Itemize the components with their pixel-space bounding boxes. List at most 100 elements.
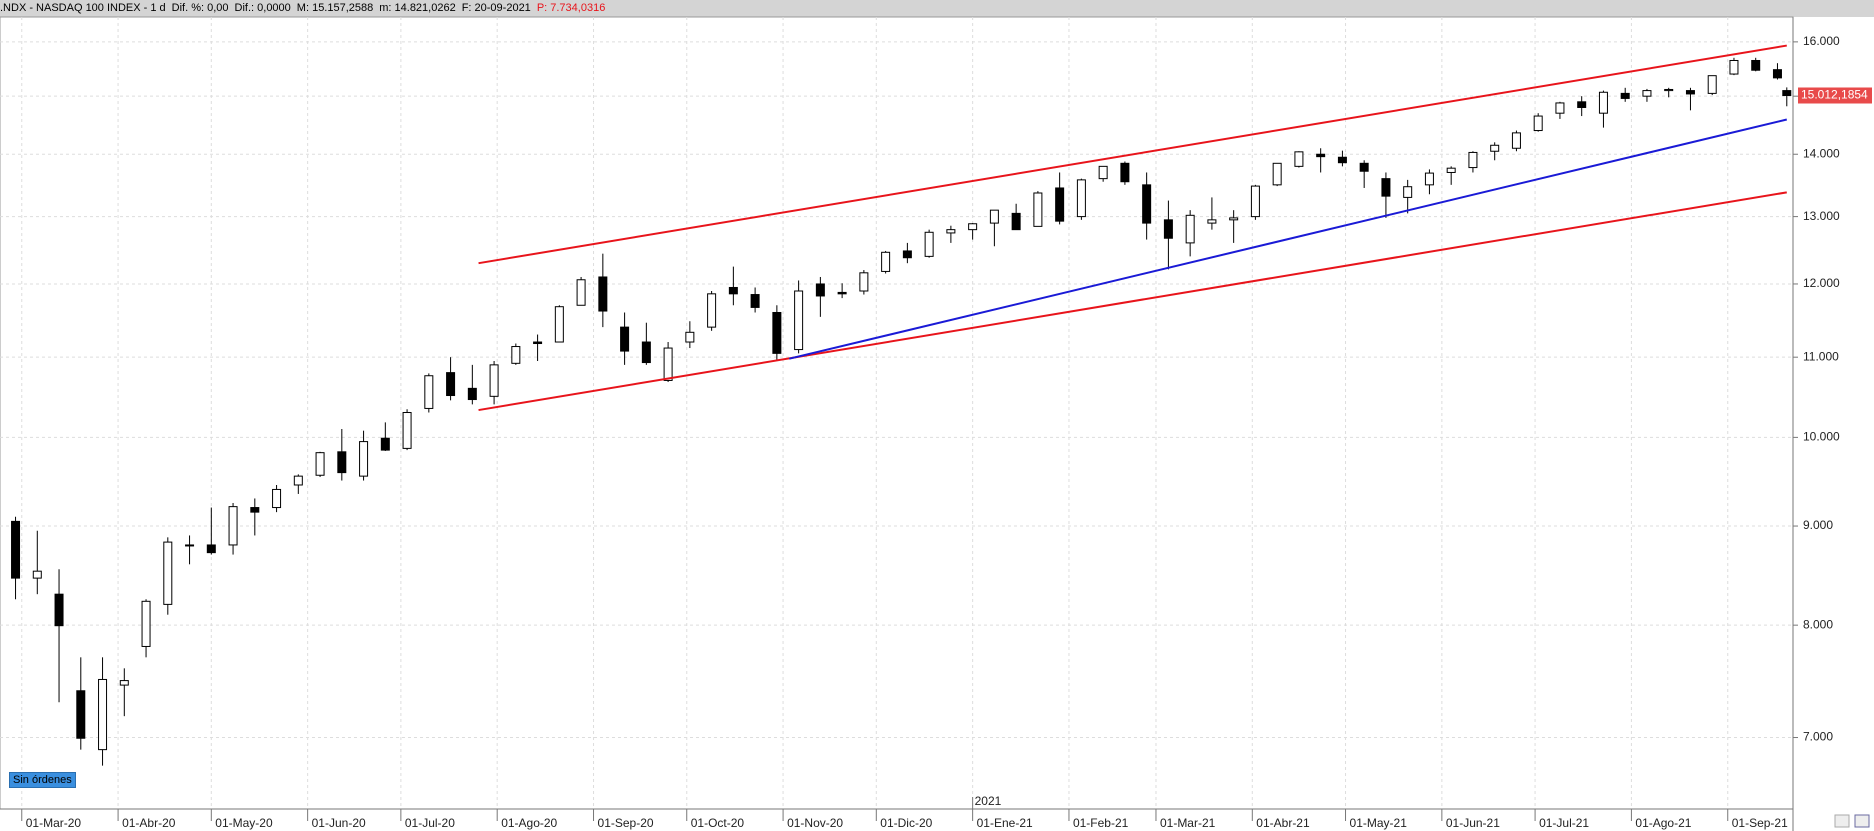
high: M: 15.157,2588 — [296, 2, 374, 14]
header-bar: .NDX - NASDAQ 100 INDEX - 1 d Dif. %: 0,0… — [0, 0, 1874, 17]
candle-body — [337, 451, 347, 474]
candle-body — [424, 375, 434, 409]
trend-line — [789, 118, 1788, 360]
candle-body — [511, 346, 521, 364]
candle-body — [1620, 92, 1630, 99]
candle-body — [576, 279, 586, 306]
candle-body — [1055, 187, 1065, 222]
candle-body — [1707, 75, 1717, 94]
candle-body — [1076, 179, 1086, 218]
candle-body — [119, 680, 129, 686]
candle-body — [1772, 69, 1782, 79]
candle-body — [1337, 156, 1347, 164]
candle-body — [794, 290, 804, 351]
candle-body — [1185, 214, 1195, 244]
change-pct: Dif. %: 0,00 — [171, 2, 229, 14]
x-tick-label: 01-May-20 — [215, 816, 273, 830]
y-tick-label: 14.000 — [1803, 146, 1840, 160]
orders-button[interactable]: Sin órdenes — [9, 772, 76, 788]
y-tick-label: 16.000 — [1803, 34, 1840, 48]
x-tick-label: 01-Dic-20 — [880, 816, 932, 830]
candle-body — [1642, 90, 1652, 97]
candle-body — [489, 364, 499, 397]
candle-body — [1359, 162, 1369, 172]
candle-body — [467, 387, 477, 401]
y-tick-label: 11.000 — [1803, 349, 1839, 363]
candle-body — [1229, 217, 1239, 221]
candle-body — [380, 437, 390, 451]
y-tick-label: 7.000 — [1803, 730, 1833, 744]
candle-body — [1033, 192, 1043, 227]
change: Dif.: 0,0000 — [234, 2, 291, 14]
candle-body — [1316, 153, 1326, 158]
x-tick-label: 01-Abr-21 — [1256, 816, 1310, 830]
candle-body — [228, 506, 238, 546]
corner-icon[interactable] — [1854, 814, 1870, 828]
candle-body — [1163, 219, 1173, 239]
trend-line — [478, 191, 1787, 412]
candle-body — [250, 507, 260, 513]
y-tick-label: 13.000 — [1803, 209, 1840, 223]
candle-body — [728, 286, 738, 295]
candle-body — [620, 326, 630, 352]
x-tick-label: 01-Abr-20 — [122, 816, 176, 830]
x-tick-label: 01-Mar-21 — [1160, 816, 1216, 830]
x-tick-label: 01-Ene-21 — [977, 816, 1033, 830]
candle-body — [1468, 151, 1478, 169]
candle-body — [924, 231, 934, 257]
corner-icon[interactable] — [1834, 814, 1850, 828]
candle-body — [1272, 162, 1282, 186]
x-tick-label: 01-May-21 — [1350, 816, 1408, 830]
candle-body — [54, 593, 64, 627]
candle-body — [1577, 101, 1587, 108]
y-tick-label: 8.000 — [1803, 617, 1833, 631]
candle-body — [881, 251, 891, 272]
x-tick-label: 01-Jul-21 — [1539, 816, 1589, 830]
candle-body — [598, 276, 608, 312]
candle-body — [359, 441, 369, 477]
candle-body — [1250, 185, 1260, 218]
candle-body — [1664, 88, 1674, 92]
x-tick-label: 01-Feb-21 — [1073, 816, 1129, 830]
x-tick-label: 01-Ago-20 — [501, 816, 557, 830]
candle-body — [1294, 151, 1304, 167]
candle-body — [1511, 132, 1521, 149]
x-tick-label: 01-Jun-21 — [1446, 816, 1500, 830]
candle-body — [293, 475, 303, 486]
candle-body — [185, 544, 195, 547]
candle-body — [315, 452, 325, 476]
x-tick-label: 01-Nov-20 — [787, 816, 843, 830]
x-tick-label: 01-Jun-20 — [312, 816, 366, 830]
candle-body — [1381, 178, 1391, 197]
candle-body — [98, 678, 108, 751]
candle-body — [1120, 162, 1130, 183]
candle-body — [1424, 172, 1434, 186]
candle-body — [859, 272, 869, 292]
plot-area — [0, 16, 1794, 810]
candle-body — [1685, 90, 1695, 95]
candle-body — [837, 291, 847, 295]
candle-body — [1142, 184, 1152, 224]
candle-body — [1490, 144, 1500, 152]
x-tick-label: 01-Mar-20 — [26, 816, 82, 830]
candle-body — [663, 347, 673, 381]
candle-body — [533, 341, 543, 345]
candle-body — [1729, 59, 1739, 75]
candle-body — [402, 412, 412, 449]
trend-line — [478, 44, 1787, 265]
x-tick-label: 01-Sep-20 — [598, 816, 654, 830]
candle-body — [554, 306, 564, 343]
candle-body — [1782, 90, 1792, 96]
last-price-box — [1798, 87, 1872, 104]
y-tick-label: 12.000 — [1803, 276, 1840, 290]
candle-body — [815, 283, 825, 297]
candle-body — [1098, 165, 1108, 180]
candle-body — [1751, 59, 1761, 71]
candle-body — [206, 544, 216, 554]
candle-body — [1403, 186, 1413, 198]
candle-body — [772, 311, 782, 354]
candle-body — [1011, 212, 1021, 231]
candle-body — [1533, 115, 1543, 132]
